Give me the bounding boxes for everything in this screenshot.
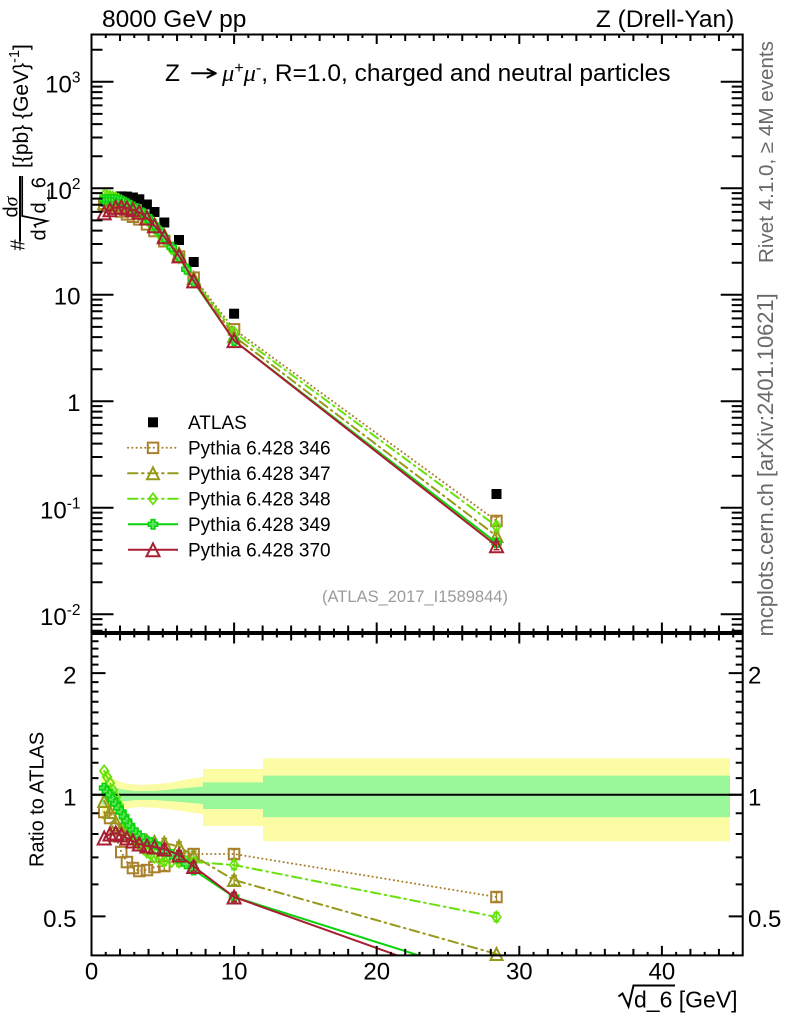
svg-text:1: 1	[67, 390, 80, 417]
svg-text:10-2: 10-2	[40, 602, 81, 631]
svg-text:d_6: d_6	[29, 176, 51, 214]
svg-text:[{pb} {GeV}-1]: [{pb} {GeV}-1]	[7, 44, 33, 168]
svg-text:Rivet 4.1.0, ≥ 4M events: Rivet 4.1.0, ≥ 4M events	[755, 41, 778, 263]
svg-text:10: 10	[221, 959, 248, 986]
svg-text:Z: Z	[165, 60, 180, 87]
svg-text:Ratio to ATLAS: Ratio to ATLAS	[27, 732, 49, 867]
svg-text:dσ: dσ	[1, 195, 23, 217]
svg-text:Pythia 6.428 348: Pythia 6.428 348	[188, 489, 331, 510]
svg-text:2: 2	[63, 663, 76, 690]
svg-text:10: 10	[54, 283, 81, 310]
svg-text:Pythia 6.428 347: Pythia 6.428 347	[188, 464, 331, 485]
svg-text:30: 30	[506, 959, 533, 986]
svg-text:1: 1	[63, 784, 76, 811]
svg-text:0.5: 0.5	[748, 906, 781, 933]
svg-text:ATLAS: ATLAS	[188, 413, 247, 434]
svg-text:d: d	[29, 229, 51, 240]
svg-text:d_6 [GeV]: d_6 [GeV]	[634, 987, 738, 1013]
svg-text:1: 1	[748, 784, 761, 811]
svg-text:0: 0	[85, 959, 98, 986]
svg-text:Pythia 6.428 346: Pythia 6.428 346	[188, 438, 331, 459]
svg-text:(ATLAS_2017_I1589844): (ATLAS_2017_I1589844)	[322, 588, 508, 606]
svg-text:20: 20	[363, 959, 390, 986]
svg-text:mcplots.cern.ch [arXiv:2401.10: mcplots.cern.ch [arXiv:2401.10621]	[753, 293, 778, 636]
svg-text:Z (Drell-Yan): Z (Drell-Yan)	[596, 6, 734, 33]
svg-text:μ+μ-, R=1.0, charged and neutr: μ+μ-, R=1.0, charged and neutral particl…	[221, 60, 671, 87]
svg-text:#: #	[8, 239, 30, 251]
svg-text:Pythia 6.428 349: Pythia 6.428 349	[188, 515, 331, 536]
svg-text:8000 GeV pp: 8000 GeV pp	[102, 6, 246, 33]
svg-text:2: 2	[748, 663, 761, 690]
svg-text:Pythia 6.428 370: Pythia 6.428 370	[188, 540, 331, 561]
svg-text:0.5: 0.5	[43, 906, 76, 933]
svg-text:40: 40	[649, 959, 676, 986]
